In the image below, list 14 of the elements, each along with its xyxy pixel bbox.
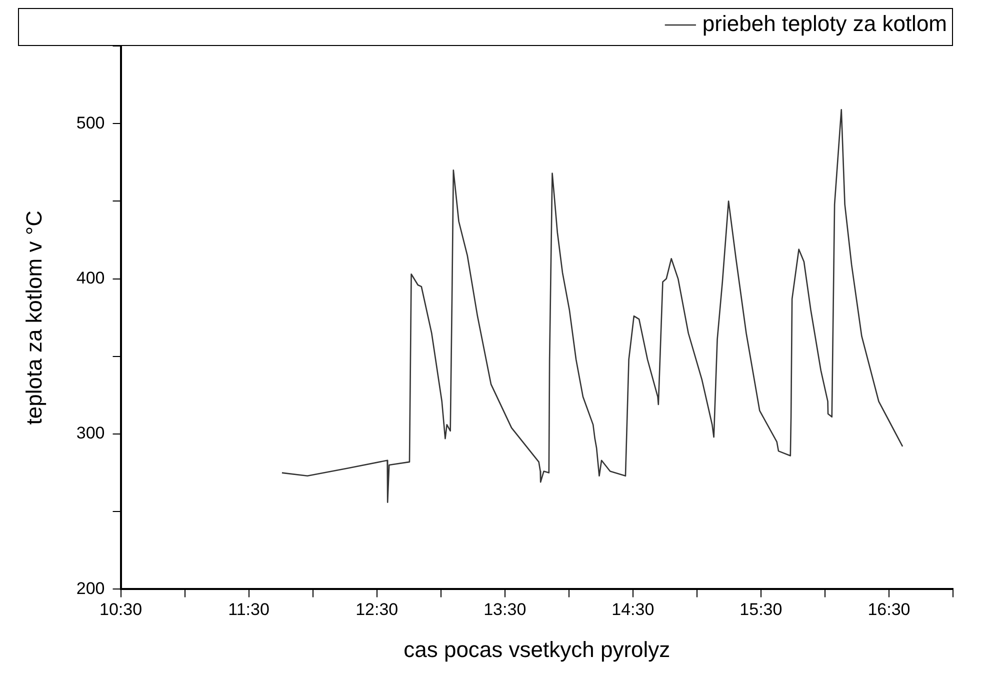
y-tick-label: 400 — [76, 268, 105, 288]
y-tick-label: 500 — [76, 113, 105, 132]
x-axis-title: cas pocas vsetkych pyrolyz — [404, 636, 670, 662]
x-tick-label: 16:30 — [868, 600, 910, 620]
x-tick-label: 11:30 — [228, 600, 270, 620]
x-tick-label: 12:30 — [356, 600, 398, 620]
x-tick-label: 10:30 — [99, 600, 142, 620]
x-tick-label: 15:30 — [740, 600, 782, 620]
legend-label: priebeh teploty za kotlom — [702, 11, 947, 36]
x-tick-label: 13:30 — [484, 600, 526, 620]
y-tick-label: 200 — [76, 578, 105, 598]
y-tick-label: 300 — [76, 424, 105, 443]
x-tick-label: 14:30 — [612, 600, 654, 620]
y-axis-title: teplota za kotlom v °C — [21, 210, 46, 425]
